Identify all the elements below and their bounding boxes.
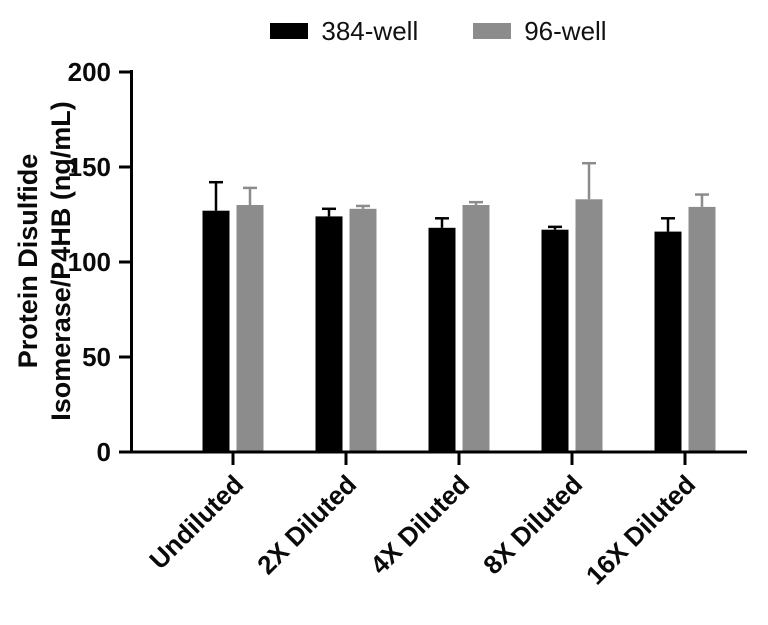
y-tick-label: 0 [97,437,111,467]
x-tick-label: 2X Diluted [251,469,362,580]
bar-96-well-8X Diluted [575,199,603,452]
y-tick-label: 100 [68,247,111,277]
bar-384-well-16X Diluted [654,231,682,452]
bar-384-well-8X Diluted [541,229,569,452]
x-tick-label: 16X Diluted [580,469,701,590]
legend-item-96-well: 96-well [473,16,607,46]
y-axis-title-line2: Isomerase/P4HB (ng/mL) [46,101,76,421]
y-tick-label: 150 [68,152,111,182]
bar-96-well-16X Diluted [688,206,716,452]
legend-swatch-96-well [473,23,512,39]
x-tick-label: 4X Diluted [364,469,475,580]
bar-384-well-Undiluted [202,210,230,452]
bar-384-well-4X Diluted [428,227,456,452]
y-axis-title: Protein Disulfide Isomerase/P4HB (ng/mL) [12,41,78,481]
legend-item-384-well: 384-well [270,18,418,44]
legend-label-96-well: 96-well [524,16,607,46]
bar-96-well-4X Diluted [462,205,490,452]
chart-legend: 384-well 96-well [130,18,747,44]
y-tick-label: 50 [82,342,111,372]
y-tick-label: 200 [68,57,111,87]
legend-label-384-well: 384-well [321,16,419,46]
x-tick-label: Undiluted [143,469,249,575]
x-tick-label: 8X Diluted [477,469,588,580]
bar-96-well-Undiluted [236,205,264,452]
legend-swatch-384-well [270,23,309,39]
bar-384-well-2X Diluted [315,216,343,452]
bar-96-well-2X Diluted [349,208,377,452]
y-axis-title-line1: Protein Disulfide [13,153,43,369]
